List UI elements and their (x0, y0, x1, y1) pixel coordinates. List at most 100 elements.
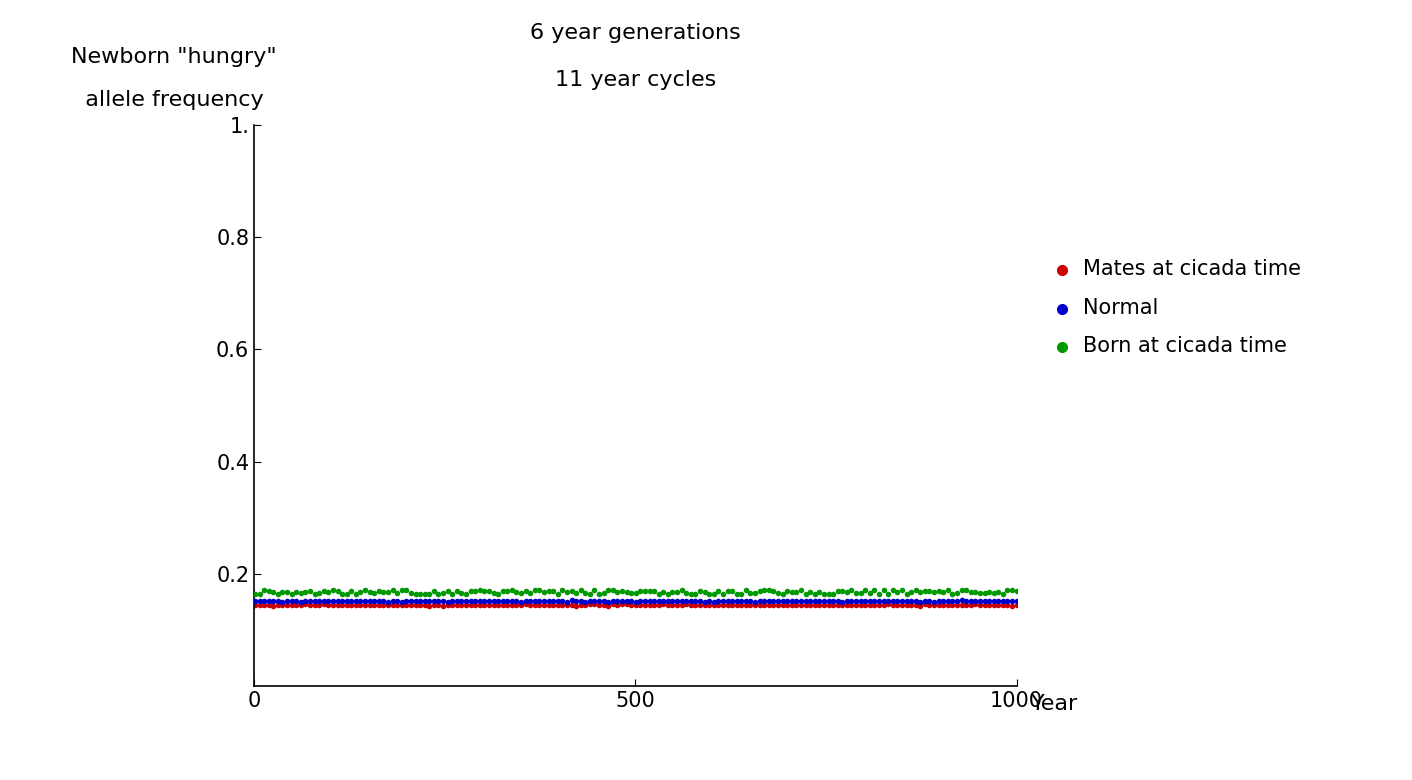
Mates at cicada time (281, 599, 304, 612)
Mates at cicada time (575, 599, 597, 612)
Mates at cicada time (455, 599, 477, 612)
Born at cicada time (703, 587, 726, 600)
Normal (726, 595, 748, 608)
Normal (487, 594, 510, 607)
Mates at cicada time (960, 599, 983, 612)
Normal (583, 594, 606, 607)
Mates at cicada time (400, 599, 422, 612)
Born at cicada time (367, 585, 390, 597)
Born at cicada time (671, 584, 693, 597)
Mates at cicada time (441, 599, 463, 612)
Born at cicada time (587, 587, 610, 600)
Mates at cicada time (414, 598, 436, 611)
Mates at cicada time (593, 599, 616, 612)
Born at cicada time (693, 585, 716, 597)
Mates at cicada time (340, 599, 363, 612)
Born at cicada time (726, 587, 748, 600)
Normal (446, 595, 469, 608)
Born at cicada time (432, 587, 455, 599)
Born at cicada time (960, 586, 983, 598)
Text: allele frequency: allele frequency (71, 90, 263, 110)
Born at cicada time (473, 585, 496, 597)
Mates at cicada time (844, 598, 867, 611)
Mates at cicada time (367, 599, 390, 612)
Mates at cicada time (734, 599, 757, 612)
Normal (707, 594, 730, 607)
Normal (359, 594, 381, 607)
Normal (336, 594, 359, 607)
Normal (308, 595, 330, 608)
Born at cicada time (877, 588, 899, 601)
Mates at cicada time (349, 599, 371, 612)
Normal (767, 594, 789, 607)
Born at cicada time (758, 583, 781, 596)
Mates at cicada time (450, 598, 473, 611)
Born at cicada time (634, 585, 657, 597)
Born at cicada time (359, 586, 381, 598)
Normal (561, 594, 583, 607)
Mates at cicada time (850, 599, 873, 612)
Mates at cicada time (483, 598, 505, 611)
Born at cicada time (249, 588, 271, 601)
Normal (620, 595, 642, 608)
Born at cicada time (987, 586, 1010, 598)
Normal (758, 594, 781, 607)
Born at cicada time (263, 586, 285, 598)
Mates at cicada time (294, 598, 316, 611)
Born at cicada time (620, 587, 642, 599)
Mates at cicada time (546, 599, 569, 612)
Born at cicada time (616, 586, 638, 598)
Normal (891, 595, 914, 608)
Normal (832, 595, 854, 608)
Born at cicada time (459, 585, 481, 597)
Mates at cicada time (620, 598, 642, 611)
Normal (777, 594, 799, 607)
Mates at cicada time (583, 598, 606, 611)
Mates at cicada time (689, 598, 712, 611)
Mates at cicada time (969, 598, 991, 611)
Mates at cicada time (648, 599, 671, 612)
Born at cicada time (281, 587, 304, 600)
Born at cicada time (638, 584, 661, 597)
Mates at cicada time (840, 599, 863, 612)
Normal (652, 595, 675, 608)
Mates at cicada time (803, 598, 826, 611)
Normal (781, 595, 803, 608)
Mates at cicada time (758, 598, 781, 611)
Born at cicada time (868, 588, 891, 601)
Mates at cicada time (299, 599, 322, 612)
Mates at cicada time (496, 599, 518, 612)
Born at cicada time (826, 585, 849, 597)
Born at cicada time (808, 586, 830, 598)
Normal (983, 594, 1005, 607)
Born at cicada time (844, 587, 867, 599)
Born at cicada time (496, 584, 518, 597)
Born at cicada time (271, 586, 294, 598)
Mates at cicada time (795, 599, 818, 612)
Mates at cicada time (1001, 599, 1024, 612)
Normal (510, 595, 532, 608)
Normal (969, 595, 991, 608)
Born at cicada time (863, 583, 885, 596)
Mates at cicada time (748, 598, 771, 611)
Normal (501, 595, 524, 608)
Mates at cicada time (973, 599, 995, 612)
Born at cicada time (569, 584, 592, 597)
Born at cicada time (524, 584, 546, 597)
Mates at cicada time (868, 598, 891, 611)
Mates at cicada time (744, 598, 767, 611)
Mates at cicada time (524, 598, 546, 611)
Normal (863, 595, 885, 608)
Born at cicada time (528, 584, 551, 597)
Mates at cicada time (983, 599, 1005, 612)
Mates at cicada time (542, 598, 565, 611)
Born at cicada time (905, 583, 928, 596)
Mates at cicada time (979, 598, 1001, 611)
Mates at cicada time (602, 598, 624, 611)
Normal (928, 595, 950, 608)
Born at cicada time (542, 585, 565, 597)
Normal (877, 595, 899, 608)
Normal (312, 595, 335, 608)
Born at cicada time (483, 587, 505, 599)
Born at cicada time (909, 586, 932, 598)
